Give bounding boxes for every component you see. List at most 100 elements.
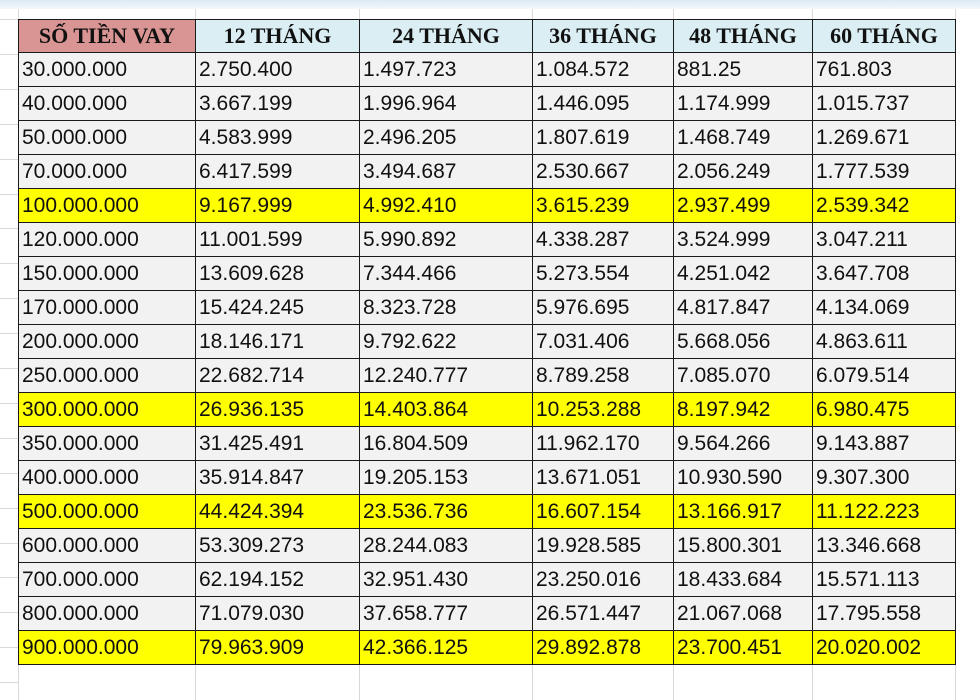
loan-amount-cell[interactable]: 700.000.000 [18, 562, 196, 597]
payment-cell[interactable]: 4.992.410 [359, 188, 533, 223]
payment-cell[interactable]: 28.244.083 [359, 528, 533, 563]
payment-cell[interactable]: 9.167.999 [195, 188, 360, 223]
payment-cell[interactable]: 1.468.749 [673, 120, 813, 155]
payment-cell[interactable]: 29.892.878 [532, 630, 674, 665]
loan-amount-cell[interactable]: 150.000.000 [18, 256, 196, 291]
column-header[interactable]: 48 THÁNG [673, 19, 813, 53]
payment-cell[interactable]: 11.962.170 [532, 426, 674, 461]
loan-amount-cell[interactable]: 600.000.000 [18, 528, 196, 563]
loan-amount-cell[interactable]: 500.000.000 [18, 494, 196, 529]
payment-cell[interactable]: 9.564.266 [673, 426, 813, 461]
payment-cell[interactable]: 4.863.611 [812, 324, 956, 359]
payment-cell[interactable]: 761.803 [812, 52, 956, 87]
payment-cell[interactable]: 3.524.999 [673, 222, 813, 257]
payment-cell[interactable]: 62.194.152 [195, 562, 360, 597]
payment-cell[interactable]: 2.750.400 [195, 52, 360, 87]
payment-cell[interactable]: 18.146.171 [195, 324, 360, 359]
payment-cell[interactable]: 15.424.245 [195, 290, 360, 325]
payment-cell[interactable]: 15.571.113 [812, 562, 956, 597]
payment-cell[interactable]: 26.936.135 [195, 392, 360, 427]
loan-amount-cell[interactable]: 50.000.000 [18, 120, 196, 155]
payment-cell[interactable]: 2.539.342 [812, 188, 956, 223]
payment-cell[interactable]: 1.084.572 [532, 52, 674, 87]
column-header[interactable]: 60 THÁNG [812, 19, 956, 53]
payment-cell[interactable]: 5.976.695 [532, 290, 674, 325]
payment-cell[interactable]: 2.937.499 [673, 188, 813, 223]
payment-cell[interactable]: 14.403.864 [359, 392, 533, 427]
payment-cell[interactable]: 26.571.447 [532, 596, 674, 631]
payment-cell[interactable]: 21.067.068 [673, 596, 813, 631]
payment-cell[interactable]: 13.671.051 [532, 460, 674, 495]
payment-cell[interactable]: 1.174.999 [673, 86, 813, 121]
loan-amount-cell[interactable]: 200.000.000 [18, 324, 196, 359]
loan-amount-cell[interactable]: 120.000.000 [18, 222, 196, 257]
payment-cell[interactable]: 11.001.599 [195, 222, 360, 257]
payment-cell[interactable]: 7.085.070 [673, 358, 813, 393]
payment-cell[interactable]: 881.25 [673, 52, 813, 87]
payment-cell[interactable]: 31.425.491 [195, 426, 360, 461]
payment-cell[interactable]: 79.963.909 [195, 630, 360, 665]
payment-cell[interactable]: 18.433.684 [673, 562, 813, 597]
payment-cell[interactable]: 9.307.300 [812, 460, 956, 495]
payment-cell[interactable]: 11.122.223 [812, 494, 956, 529]
payment-cell[interactable]: 8.197.942 [673, 392, 813, 427]
payment-cell[interactable]: 3.647.708 [812, 256, 956, 291]
payment-cell[interactable]: 1.446.095 [532, 86, 674, 121]
payment-cell[interactable]: 22.682.714 [195, 358, 360, 393]
payment-cell[interactable]: 7.344.466 [359, 256, 533, 291]
payment-cell[interactable]: 7.031.406 [532, 324, 674, 359]
payment-cell[interactable]: 37.658.777 [359, 596, 533, 631]
payment-cell[interactable]: 71.079.030 [195, 596, 360, 631]
loan-amount-cell[interactable]: 170.000.000 [18, 290, 196, 325]
payment-cell[interactable]: 4.338.287 [532, 222, 674, 257]
payment-cell[interactable]: 20.020.002 [812, 630, 956, 665]
payment-cell[interactable]: 1.777.539 [812, 154, 956, 189]
loan-amount-cell[interactable]: 350.000.000 [18, 426, 196, 461]
payment-cell[interactable]: 23.536.736 [359, 494, 533, 529]
payment-cell[interactable]: 19.205.153 [359, 460, 533, 495]
loan-amount-cell[interactable]: 30.000.000 [18, 52, 196, 87]
payment-cell[interactable]: 35.914.847 [195, 460, 360, 495]
payment-cell[interactable]: 10.253.288 [532, 392, 674, 427]
payment-cell[interactable]: 19.928.585 [532, 528, 674, 563]
payment-cell[interactable]: 16.607.154 [532, 494, 674, 529]
payment-cell[interactable]: 2.496.205 [359, 120, 533, 155]
payment-cell[interactable]: 6.980.475 [812, 392, 956, 427]
payment-cell[interactable]: 12.240.777 [359, 358, 533, 393]
payment-cell[interactable]: 23.250.016 [532, 562, 674, 597]
column-header[interactable]: 24 THÁNG [359, 19, 533, 53]
payment-cell[interactable]: 44.424.394 [195, 494, 360, 529]
loan-amount-cell[interactable]: 800.000.000 [18, 596, 196, 631]
payment-cell[interactable]: 13.609.628 [195, 256, 360, 291]
payment-cell[interactable]: 5.990.892 [359, 222, 533, 257]
payment-cell[interactable]: 32.951.430 [359, 562, 533, 597]
payment-cell[interactable]: 23.700.451 [673, 630, 813, 665]
payment-cell[interactable]: 53.309.273 [195, 528, 360, 563]
payment-cell[interactable]: 10.930.590 [673, 460, 813, 495]
column-header[interactable]: SỐ TIỀN VAY [18, 19, 196, 53]
payment-cell[interactable]: 9.143.887 [812, 426, 956, 461]
payment-cell[interactable]: 6.417.599 [195, 154, 360, 189]
payment-cell[interactable]: 8.323.728 [359, 290, 533, 325]
payment-cell[interactable]: 3.494.687 [359, 154, 533, 189]
payment-cell[interactable]: 9.792.622 [359, 324, 533, 359]
payment-cell[interactable]: 42.366.125 [359, 630, 533, 665]
column-header[interactable]: 36 THÁNG [532, 19, 674, 53]
loan-amount-cell[interactable]: 300.000.000 [18, 392, 196, 427]
payment-cell[interactable]: 4.583.999 [195, 120, 360, 155]
payment-cell[interactable]: 13.346.668 [812, 528, 956, 563]
loan-amount-cell[interactable]: 250.000.000 [18, 358, 196, 393]
payment-cell[interactable]: 16.804.509 [359, 426, 533, 461]
payment-cell[interactable]: 4.134.069 [812, 290, 956, 325]
loan-amount-cell[interactable]: 100.000.000 [18, 188, 196, 223]
payment-cell[interactable]: 3.615.239 [532, 188, 674, 223]
payment-cell[interactable]: 4.817.847 [673, 290, 813, 325]
payment-cell[interactable]: 5.668.056 [673, 324, 813, 359]
payment-cell[interactable]: 3.047.211 [812, 222, 956, 257]
payment-cell[interactable]: 6.079.514 [812, 358, 956, 393]
loan-amount-cell[interactable]: 900.000.000 [18, 630, 196, 665]
payment-cell[interactable]: 17.795.558 [812, 596, 956, 631]
loan-amount-cell[interactable]: 40.000.000 [18, 86, 196, 121]
payment-cell[interactable]: 1.497.723 [359, 52, 533, 87]
payment-cell[interactable]: 13.166.917 [673, 494, 813, 529]
